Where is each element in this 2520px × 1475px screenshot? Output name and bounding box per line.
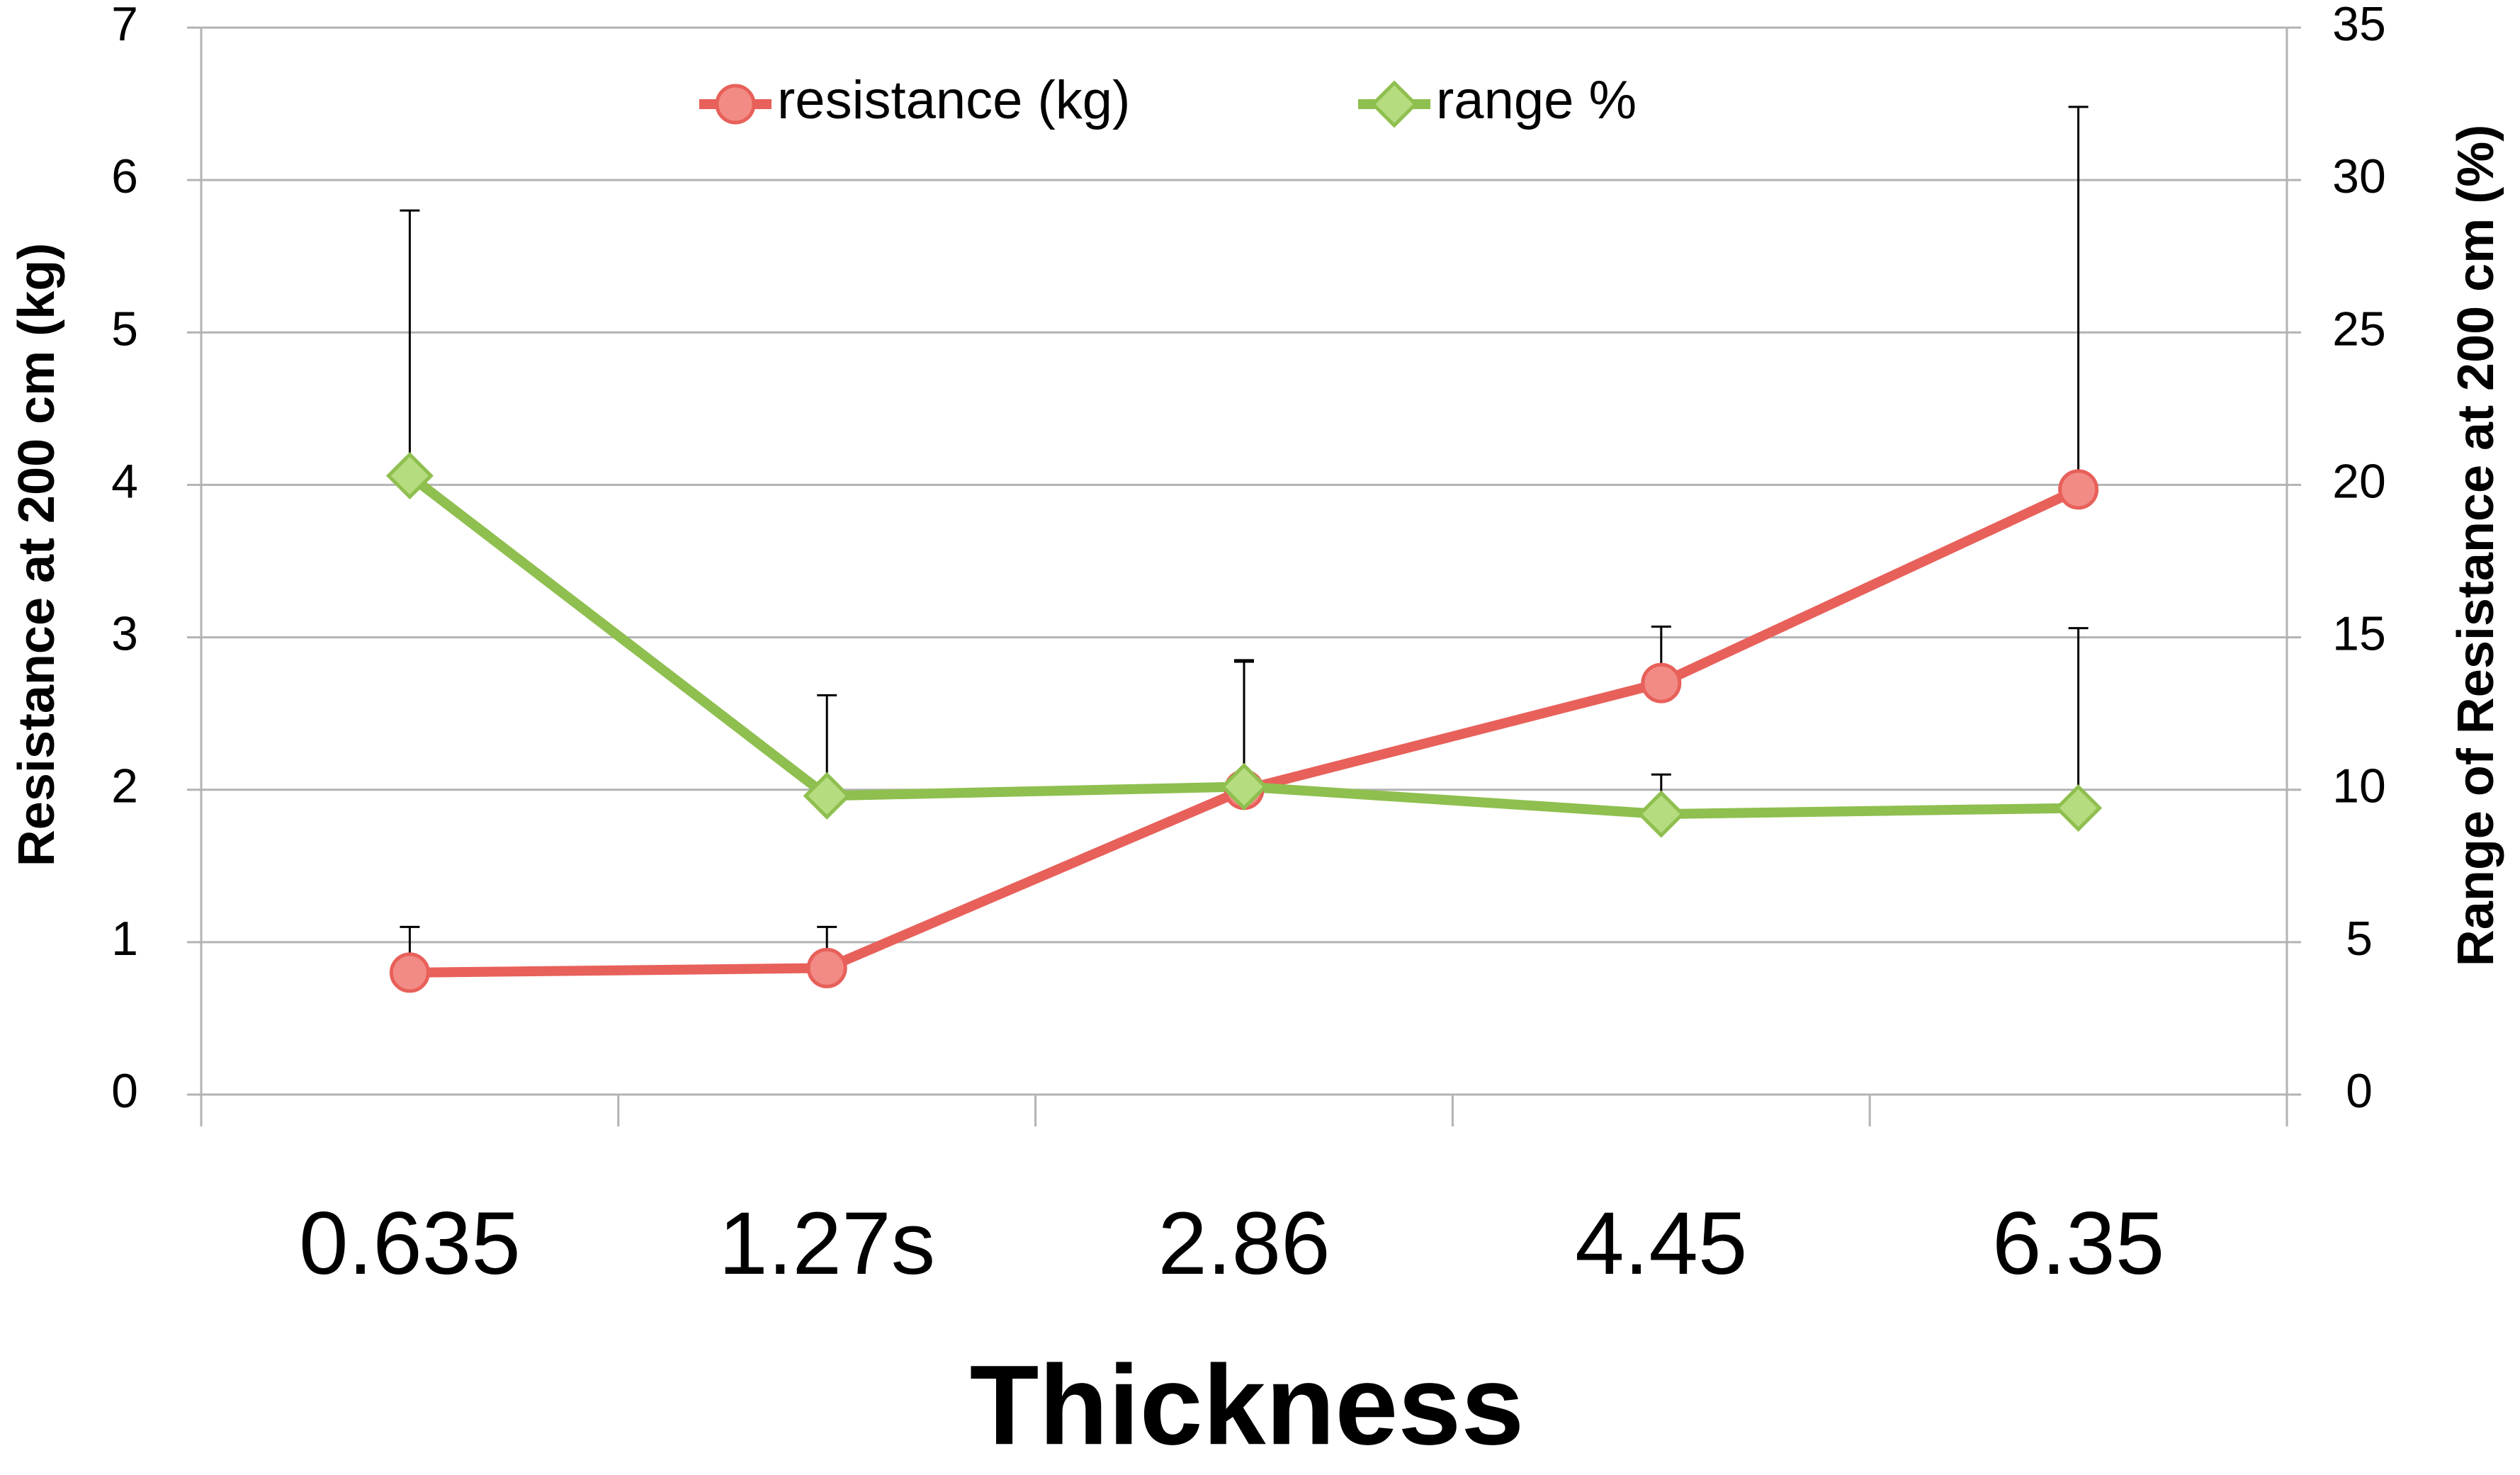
y2-tick-label: 30: [2332, 149, 2386, 203]
point: [389, 952, 430, 993]
x-tick-label: 1.27s: [718, 1194, 935, 1293]
y2-tick-label: 20: [2332, 454, 2386, 508]
y-tick-label: 2: [111, 759, 138, 813]
point: [1641, 662, 1682, 703]
x-tick-label: 6.35: [1992, 1194, 2164, 1293]
point: [806, 947, 847, 988]
x-tick-label: 4.45: [1575, 1194, 1747, 1293]
y-tick-label: 1: [111, 912, 138, 966]
x-tick-label: 0.635: [299, 1194, 521, 1293]
y-tick-label: 3: [111, 607, 138, 661]
y-axis-title: Resistance at 200 cm (kg): [9, 243, 65, 866]
y-tick-label: 4: [111, 454, 138, 508]
y-tick-label: 0: [111, 1064, 138, 1118]
point: [1637, 790, 1685, 838]
x-tick-label: 2.86: [1158, 1194, 1330, 1293]
y2-tick-label: 10: [2332, 759, 2386, 813]
y2-tick-label: 25: [2332, 302, 2386, 356]
point: [385, 451, 434, 500]
y2-tick-label: 35: [2332, 0, 2386, 51]
y2-tick-label: 15: [2332, 607, 2386, 661]
legend-label: range %: [1436, 70, 1637, 130]
legend-marker: [715, 84, 756, 125]
y-tick-label: 5: [111, 302, 138, 356]
y2-tick-label: 0: [2346, 1064, 2373, 1118]
point: [803, 772, 851, 820]
y-tick-label: 7: [111, 0, 138, 51]
y-tick-label: 6: [111, 149, 138, 203]
y2-axis-title: Range of Resistance at 200 cm (%): [2448, 125, 2504, 966]
x-axis-title: Thickness: [970, 1341, 1525, 1468]
y2-tick-label: 5: [2346, 912, 2373, 966]
point: [2055, 784, 2103, 832]
legend-label: resistance (kg): [777, 70, 1130, 130]
point: [2058, 469, 2099, 510]
legend-marker: [1370, 80, 1418, 128]
point: [1220, 762, 1268, 810]
